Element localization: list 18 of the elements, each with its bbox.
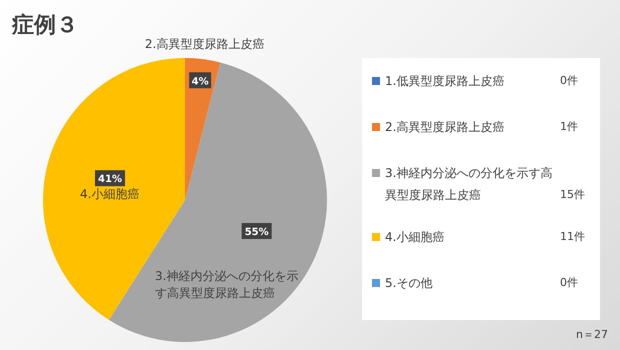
data-label: 41% [98, 174, 122, 186]
text: n＝27 [576, 327, 608, 342]
slice-label: 3.神経内分泌への分化を示す高異型度尿路上皮癌 [155, 268, 300, 302]
legend-label: 4.小細胞癌 [385, 229, 446, 246]
slice-label: 2.高異型度尿路上皮癌 [144, 37, 264, 51]
text: 0件 [560, 73, 578, 89]
text: 0件 [560, 275, 578, 291]
data-label: 55% [244, 227, 269, 238]
legend-label: 1.低異型度尿路上皮癌 [385, 73, 506, 90]
text: 1件 [560, 119, 578, 135]
data-label: 4% [192, 76, 209, 88]
legend-label: 5.その他 [385, 275, 434, 292]
legend-label: 3.神経内分泌への分化を示す高異型度尿路上皮癌 [385, 165, 554, 204]
chart-title: 症例３ [12, 12, 78, 40]
slice-label: 4.小細胞癌 [80, 187, 140, 202]
text: 11件 [560, 229, 585, 245]
legend-label: 2.高異型度尿路上皮癌 [385, 119, 506, 136]
text: 15件 [560, 187, 585, 203]
